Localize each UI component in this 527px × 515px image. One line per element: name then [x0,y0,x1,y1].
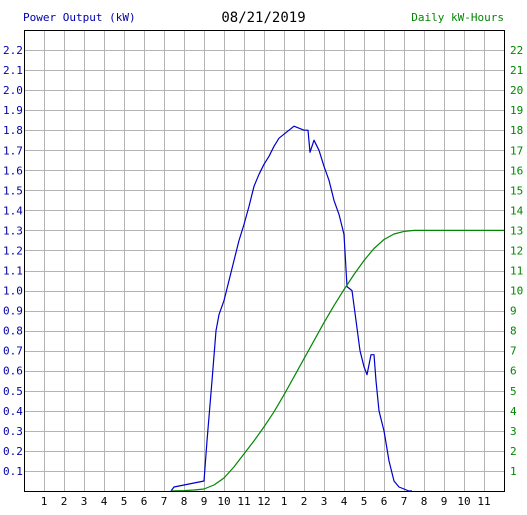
left-tick-label: 0.6 [3,365,23,378]
right-tick-label: 8 [510,325,517,338]
x-tick-label: 11 [237,495,250,508]
left-tick-label: 0.2 [3,445,23,458]
x-tick-label: 2 [61,495,68,508]
left-tick-label: 2.0 [3,84,23,97]
left-tick-label: 2.1 [3,64,23,77]
right-tick-label: 7 [510,345,517,358]
left-tick-label: 0.4 [3,405,23,418]
left-tick-label: 1.5 [3,184,23,197]
right-tick-label: 5 [510,385,517,398]
x-tick-label: 7 [401,495,408,508]
x-tick-label: 5 [121,495,128,508]
right-tick-label: 18 [510,124,523,137]
x-tick-label: 6 [381,495,388,508]
x-tick-label: 3 [321,495,328,508]
x-tick-label: 9 [201,495,208,508]
x-tick-label: 7 [161,495,168,508]
right-tick-label: 9 [510,305,517,318]
x-tick-label: 10 [457,495,470,508]
left-tick-label: 1.3 [3,224,23,237]
left-tick-label: 0.5 [3,385,23,398]
x-tick-label: 5 [361,495,368,508]
left-tick-label: 1.0 [3,285,23,298]
left-tick-label: 0.3 [3,425,23,438]
right-tick-label: 19 [510,104,523,117]
right-tick-label: 16 [510,164,523,177]
series-layer [170,125,504,492]
x-tick-label: 8 [181,495,188,508]
right-tick-label: 22 [510,44,523,57]
left-tick-label: 1.9 [3,104,23,117]
right-tick-label: 11 [510,265,523,278]
left-axis-ticks: 0.1 0.2 0.3 0.4 0.5 0.6 0.7 0.8 0.9 1.0 1.1 1.2 1.3 1… [3,44,23,478]
x-tick-label: 6 [141,495,148,508]
right-tick-label: 21 [510,64,523,77]
left-tick-label: 1.8 [3,124,23,137]
x-tick-label: 11 [477,495,490,508]
x-tick-label: 4 [101,495,108,508]
right-tick-label: 2 [510,445,517,458]
left-tick-label: 1.1 [3,265,23,278]
left-tick-label: 0.1 [3,465,23,478]
right-tick-label: 12 [510,244,523,257]
right-tick-label: 10 [510,285,523,298]
x-tick-label: 1 [281,495,288,508]
right-tick-label: 17 [510,144,523,157]
x-tick-label: 4 [341,495,348,508]
left-axis-title: Power Output (kW) [23,11,136,24]
right-tick-label: 13 [510,224,523,237]
x-tick-label: 3 [81,495,88,508]
grid-layer [24,30,504,491]
right-tick-label: 6 [510,365,517,378]
daily-kwh-line [170,229,504,492]
right-tick-label: 4 [510,405,517,418]
x-tick-label: 2 [301,495,308,508]
x-axis-ticks: 1 2 3 4 5 6 7 8 9 10 11 12 1 2 3 4 5 6 7 8 9 10 11 [41,495,491,508]
right-tick-label: 14 [510,204,524,217]
right-tick-label: 1 [510,465,517,478]
right-tick-label: 3 [510,425,517,438]
left-tick-label: 1.4 [3,204,23,217]
x-tick-label: 10 [217,495,230,508]
left-tick-label: 1.2 [3,244,23,257]
chart-date: 08/21/2019 [221,10,306,26]
x-tick-label: 12 [257,495,270,508]
power-output-line [170,125,412,492]
left-tick-label: 0.8 [3,325,23,338]
right-axis-title: Daily kW-Hours [411,11,504,24]
x-tick-label: 9 [441,495,448,508]
left-tick-label: 0.9 [3,305,23,318]
left-tick-label: 2.2 [3,44,23,57]
x-tick-label: 1 [41,495,48,508]
left-tick-label: 1.7 [3,144,23,157]
x-tick-label: 8 [421,495,428,508]
right-tick-label: 15 [510,184,523,197]
plot-frame [24,30,505,492]
left-tick-label: 1.6 [3,164,23,177]
left-tick-label: 0.7 [3,345,23,358]
right-tick-label: 20 [510,84,523,97]
